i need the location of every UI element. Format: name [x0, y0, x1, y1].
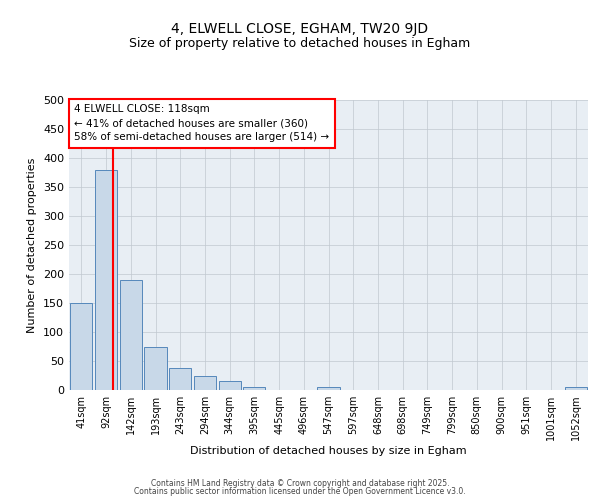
Y-axis label: Number of detached properties: Number of detached properties	[28, 158, 37, 332]
Bar	[218, 382, 241, 390]
Bar	[70, 303, 92, 390]
Bar	[95, 170, 117, 390]
Bar	[194, 376, 216, 390]
Bar	[565, 387, 587, 390]
Bar	[317, 387, 340, 390]
Text: Contains HM Land Registry data © Crown copyright and database right 2025.: Contains HM Land Registry data © Crown c…	[151, 478, 449, 488]
X-axis label: Distribution of detached houses by size in Egham: Distribution of detached houses by size …	[190, 446, 467, 456]
Text: 4, ELWELL CLOSE, EGHAM, TW20 9JD: 4, ELWELL CLOSE, EGHAM, TW20 9JD	[172, 22, 428, 36]
Bar	[169, 368, 191, 390]
Bar	[119, 280, 142, 390]
Text: 4 ELWELL CLOSE: 118sqm
← 41% of detached houses are smaller (360)
58% of semi-de: 4 ELWELL CLOSE: 118sqm ← 41% of detached…	[74, 104, 329, 142]
Text: Contains public sector information licensed under the Open Government Licence v3: Contains public sector information licen…	[134, 487, 466, 496]
Text: Size of property relative to detached houses in Egham: Size of property relative to detached ho…	[130, 38, 470, 51]
Bar	[243, 386, 265, 390]
Bar	[145, 346, 167, 390]
